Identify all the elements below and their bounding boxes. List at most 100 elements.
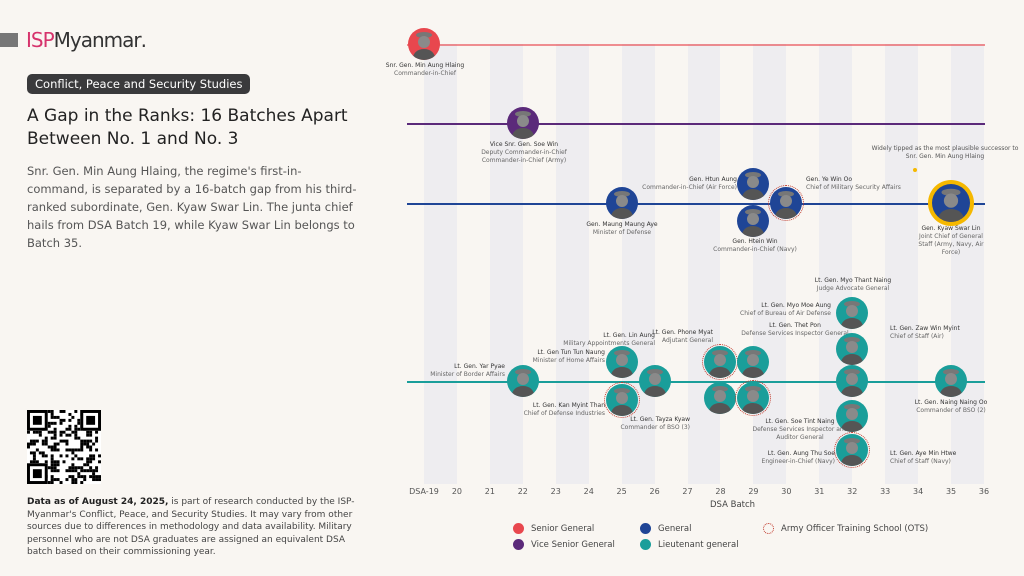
data-note: Data as of August 24, 2025, is part of r…	[27, 497, 355, 557]
person-role: Minister of Border Affairs	[430, 371, 505, 378]
avatar	[704, 382, 737, 414]
x-tick: 26	[649, 487, 660, 496]
avatar	[408, 28, 440, 60]
person-label: Lt. Gen. Phone Myat Adjutant General	[652, 329, 713, 345]
annotation: Widely tipped as the most plausible succ…	[871, 145, 1019, 160]
person-label: Gen. Kyaw Swar Lin Joint Chief of General…	[915, 225, 988, 257]
x-tick: 35	[945, 487, 957, 496]
batch-band	[424, 44, 457, 484]
person-name: Lt. Gen. Aye Min Htwe	[890, 450, 957, 457]
person-name: Gen. Kyaw Swar Lin	[921, 225, 981, 232]
person-role: Commander-in-Chief	[394, 70, 456, 77]
legend-senior: Senior General	[513, 523, 594, 534]
person-icon	[840, 404, 865, 432]
person-role: Deputy Commander-in-Chief Commander-in-C…	[481, 149, 567, 164]
person-icon	[840, 438, 865, 466]
person-icon	[708, 350, 733, 378]
person-role: Minister of Home Affairs	[532, 357, 605, 364]
x-tick: 33	[880, 487, 891, 496]
rank-line-lt	[407, 381, 985, 383]
avatar	[737, 168, 770, 200]
rank-line-vice	[407, 123, 985, 125]
person-label: Lt. Gen. Soe Tint Naing Defense Services …	[745, 418, 855, 442]
x-tick: 29	[748, 487, 759, 496]
x-tick: DSA-19	[409, 487, 439, 496]
person-icon	[609, 191, 634, 219]
person-name: Lt. Gen. Soe Tint Naing	[765, 418, 835, 425]
person-icon	[642, 369, 667, 397]
person-role: Defense Services Inspector General	[741, 330, 849, 337]
person-name: Vice Snr. Gen. Soe Win	[489, 141, 559, 148]
legend-lt: Lieutenant general	[640, 539, 739, 550]
person-name: Lt. Gen. Phone Myat	[652, 329, 713, 336]
avatar	[836, 333, 869, 365]
avatar	[506, 107, 539, 139]
x-tick: 28	[715, 487, 726, 496]
person-role: Chief of Defense Industries	[523, 410, 605, 417]
person-icon	[412, 32, 436, 60]
person-name: Lt. Gen. Zaw Win Myint	[890, 325, 960, 332]
person-role: Judge Advocate General	[816, 285, 890, 292]
person-icon	[774, 191, 799, 219]
avatar	[735, 380, 772, 416]
person-name: Gen. Maung Maung Aye	[586, 221, 658, 228]
person-label: Snr. Gen. Min Aung Hlaing Commander-in-Ch…	[386, 62, 464, 78]
person-label: Vice Snr. Gen. Soe Win Deputy Commander-i…	[469, 141, 579, 165]
avatar	[605, 187, 638, 219]
avatar	[768, 185, 805, 221]
person-label: Lt. Gen. Lin Aung Military Appointments G…	[563, 332, 655, 348]
avatar	[836, 365, 869, 397]
person-name: Gen. Htein Win	[732, 238, 778, 245]
person-label: Lt. Gen Tun Tun Naung Minister of Home Af…	[533, 349, 605, 365]
person-label: Gen. Htein Win Commander-in-Chief (Navy)	[713, 238, 797, 254]
x-tick: 21	[484, 487, 495, 496]
person-role: Chief of Staff (Air)	[890, 333, 944, 340]
person-icon	[741, 172, 766, 200]
qr-code	[27, 410, 101, 484]
legend-general: General	[640, 523, 692, 534]
person-name: Lt. Gen. Thet Pon	[769, 322, 821, 329]
person-icon	[741, 386, 766, 414]
avatar	[737, 346, 770, 378]
x-axis-label: DSA Batch	[710, 500, 756, 510]
person-label: Lt. Gen. Kan Myint Than Chief of Defense …	[524, 402, 605, 418]
person-label: Gen. Maung Maung Aye Minister of Defense	[586, 221, 657, 237]
person-label: Lt. Gen. Naing Naing Oo Commander of BSO …	[915, 399, 988, 415]
person-icon	[609, 388, 634, 416]
rank-line-general	[407, 203, 985, 205]
person-label: Lt. Gen. Thet Pon Defense Services Inspec…	[741, 322, 848, 338]
x-tick: 31	[814, 487, 825, 496]
person-icon	[840, 369, 865, 397]
person-icon	[840, 301, 865, 329]
person-icon	[936, 188, 966, 222]
person-role: Joint Chief of General Staff (Army, Navy…	[918, 233, 984, 256]
person-name: Lt. Gen. Myo Moe Aung	[761, 302, 831, 309]
person-name: Lt. Gen. Kan Myint Than	[532, 402, 605, 409]
avatar	[506, 365, 539, 397]
avatar	[836, 400, 869, 432]
page-title: A Gap in the Ranks: 16 Batches Apart Bet…	[27, 106, 348, 149]
person-icon	[708, 386, 733, 414]
person-role: Commander of BSO (2)	[916, 407, 986, 414]
person-role: Chief of Bureau of Air Defense	[740, 310, 831, 317]
person-role: Chief of Military Security Affairs	[806, 184, 901, 191]
person-icon	[741, 350, 766, 378]
person-name: Snr. Gen. Min Aung Hlaing	[385, 62, 465, 69]
legend-ots: Army Officer Training School (OTS)	[763, 523, 928, 534]
person-name: Lt. Gen Tun Tun Naung	[537, 349, 605, 356]
avatar	[638, 365, 671, 397]
logo: ISP Myanmar.	[0, 28, 147, 52]
person-role: Commander of BSO (3)	[620, 424, 690, 431]
person-label: Lt. Gen. Aung Thu Soe Engineer-in-Chief (…	[762, 450, 835, 466]
person-name: Gen. Ye Win Oo	[806, 176, 852, 183]
person-role: Minister of Defense	[592, 229, 652, 236]
person-role: Defense Services Inspector and Auditor G…	[752, 426, 848, 441]
x-tick: 25	[616, 487, 627, 496]
category-tag: Conflict, Peace and Security Studies	[27, 74, 251, 94]
person-icon	[741, 209, 766, 237]
batch-band	[555, 44, 589, 484]
batch-band	[687, 44, 721, 484]
x-tick: 36	[978, 487, 990, 496]
person-name: Lt. Gen. Lin Aung	[603, 332, 655, 339]
person-role: Chief of Staff (Navy)	[890, 458, 951, 465]
